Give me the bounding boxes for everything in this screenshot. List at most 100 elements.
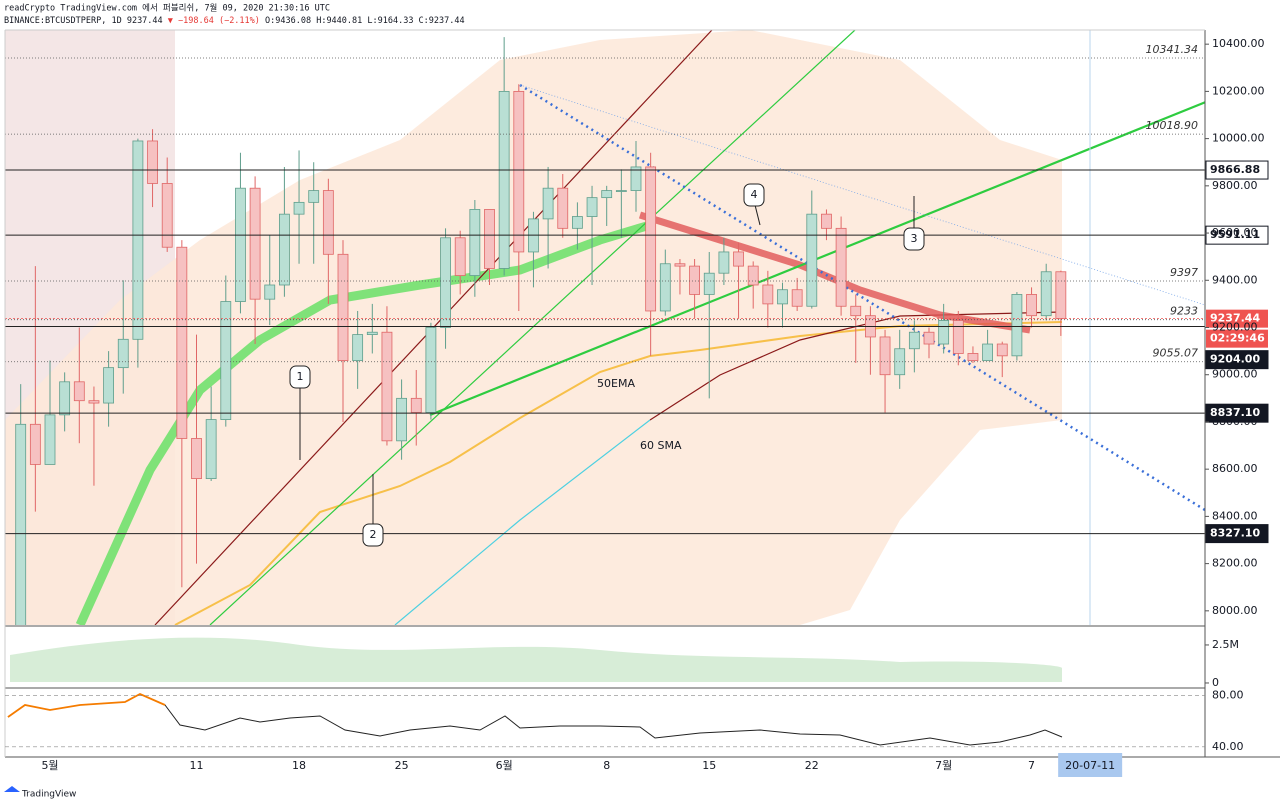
y-tick-label: 8400.00 bbox=[1212, 509, 1258, 522]
candle-body bbox=[1011, 294, 1023, 357]
level-label: 9397 bbox=[1170, 266, 1198, 279]
x-tick-label: 20-07-11 bbox=[1065, 759, 1115, 772]
y-tick-label: 8600.00 bbox=[1212, 462, 1258, 475]
x-tick-label: 22 bbox=[805, 759, 819, 772]
y-tick-label: 10400.00 bbox=[1212, 37, 1265, 50]
candle-body bbox=[176, 246, 188, 439]
callout-label: 3 bbox=[911, 232, 918, 245]
candle-body bbox=[396, 397, 408, 442]
candle-body bbox=[352, 334, 364, 361]
candle-body bbox=[952, 320, 964, 354]
callout: 4 bbox=[743, 183, 765, 226]
candle-body bbox=[923, 331, 935, 345]
x-tick-label: 8 bbox=[603, 759, 610, 772]
candle-body bbox=[440, 237, 451, 328]
candle-body bbox=[59, 381, 71, 416]
x-tick-label: 5월 bbox=[41, 759, 58, 772]
candle-body bbox=[220, 301, 232, 420]
candle-body bbox=[1026, 294, 1037, 317]
candle-body bbox=[235, 187, 246, 302]
candle-body bbox=[425, 327, 437, 413]
candle-body bbox=[908, 331, 920, 350]
level-box bbox=[1205, 225, 1269, 245]
y-tick-label: 10000.00 bbox=[1212, 132, 1265, 145]
date-marker-box bbox=[1058, 753, 1123, 777]
candle-body bbox=[630, 166, 642, 191]
candle-body bbox=[659, 263, 671, 312]
y-tick-label: 9800.00 bbox=[1212, 179, 1258, 192]
level-label: 10018.90 bbox=[1146, 119, 1199, 132]
candle-body bbox=[322, 190, 334, 255]
candle-body bbox=[29, 423, 41, 465]
candle-body bbox=[484, 209, 495, 269]
x-tick-label: 25 bbox=[395, 759, 409, 772]
level-label: 10341.34 bbox=[1146, 43, 1199, 56]
candle-body bbox=[718, 251, 730, 274]
level-box bbox=[1205, 160, 1269, 180]
level-box-label: 9866.88 bbox=[1210, 163, 1260, 176]
candle-body bbox=[762, 284, 774, 305]
candle-body bbox=[615, 190, 627, 192]
price-pane bbox=[5, 30, 1205, 625]
x-tick-label: 18 bbox=[292, 759, 306, 772]
callout: 3 bbox=[903, 196, 925, 251]
candle-body bbox=[572, 216, 583, 229]
trend-line bbox=[429, 101, 1205, 417]
candle-body bbox=[337, 253, 349, 361]
candle-body bbox=[73, 381, 85, 402]
candle-body bbox=[88, 400, 100, 404]
candles bbox=[15, 37, 1067, 625]
sma-line bbox=[394, 419, 651, 625]
trend-line bbox=[519, 83, 1205, 512]
candle-body bbox=[278, 213, 290, 286]
candle-body bbox=[410, 397, 422, 413]
candle-body bbox=[601, 190, 613, 199]
candle-body bbox=[469, 209, 481, 276]
y-tick-label: 8200.00 bbox=[1212, 557, 1258, 570]
level-box-label: 8327.10 bbox=[1210, 527, 1260, 540]
x-tick-label: 6월 bbox=[496, 759, 513, 772]
candle-body bbox=[308, 190, 320, 203]
candle-body bbox=[586, 197, 598, 217]
candle-body bbox=[264, 284, 276, 300]
candle-body bbox=[703, 272, 715, 295]
cloud-line bbox=[638, 211, 1031, 334]
callout: 1 bbox=[289, 365, 311, 460]
candle-body bbox=[674, 263, 686, 267]
level-label: 9055.07 bbox=[1153, 347, 1199, 360]
candle-body bbox=[850, 305, 862, 317]
candle-body bbox=[557, 187, 569, 229]
callout-label: 4 bbox=[751, 188, 758, 201]
candle-body bbox=[689, 265, 700, 295]
y-tick-label: 80.00 bbox=[1212, 689, 1244, 702]
levels: 10341.34 10018.90 9397 9233 9055.07 9237.44 02… bbox=[5, 43, 1269, 544]
candle-body bbox=[293, 201, 305, 215]
callout: 2 bbox=[362, 474, 384, 547]
y-tick-label: 2.5M bbox=[1212, 638, 1239, 651]
candle-body bbox=[15, 423, 27, 625]
candle-body bbox=[205, 419, 217, 480]
level-box-label: 9204.00 bbox=[1210, 353, 1260, 366]
candle-body bbox=[806, 213, 818, 307]
candle-body bbox=[879, 336, 891, 376]
candle-body bbox=[191, 438, 202, 480]
ema-line bbox=[174, 321, 1063, 625]
candle-body bbox=[44, 414, 56, 465]
candle-body bbox=[381, 331, 393, 442]
rsi-line bbox=[7, 693, 166, 718]
level-box bbox=[1205, 403, 1269, 423]
candle-body bbox=[791, 289, 803, 307]
y-tick-label: 9400.00 bbox=[1212, 273, 1258, 286]
x-tick-label: 11 bbox=[190, 759, 204, 772]
logo: TradingView bbox=[4, 786, 76, 800]
y-tick-label: 8000.00 bbox=[1212, 604, 1258, 617]
trend-line bbox=[209, 30, 856, 625]
candle-body bbox=[498, 90, 510, 269]
y-tick-label: 40.00 bbox=[1212, 740, 1244, 753]
candle-body bbox=[513, 90, 525, 253]
y-tick-label: 0 bbox=[1212, 676, 1219, 689]
candle-body bbox=[747, 265, 759, 286]
candle-body bbox=[821, 213, 832, 229]
candle-body bbox=[1040, 271, 1052, 317]
